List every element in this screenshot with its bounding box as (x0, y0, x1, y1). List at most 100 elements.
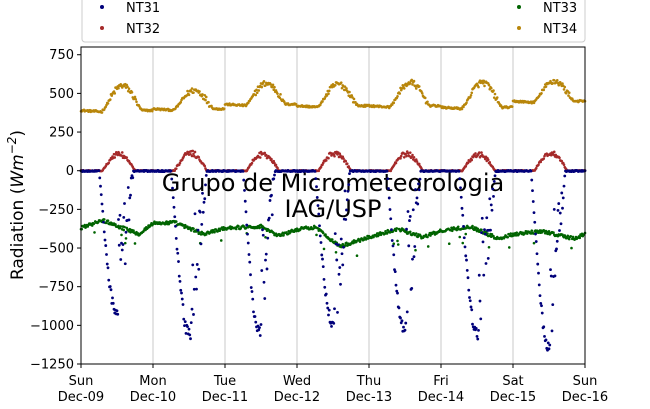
nt31-point (561, 206, 564, 210)
nt34-point (127, 87, 131, 91)
nt31-point (195, 287, 198, 291)
nt31-point (336, 311, 339, 314)
nt32-point (273, 161, 276, 165)
nt32-point (406, 151, 410, 155)
nt31-point (188, 333, 192, 337)
nt34-point (402, 87, 406, 90)
nt32-point (345, 162, 349, 165)
nt31-point (410, 287, 414, 290)
nt31-point (313, 169, 317, 173)
nt31-point (257, 328, 261, 332)
nt32-point (537, 163, 540, 167)
watermark-line-1: Grupo de Micrometeorologia (162, 169, 504, 197)
nt34-point (352, 97, 356, 101)
nt32-point (317, 169, 321, 173)
nt33-point (377, 233, 381, 237)
nt31-point (470, 308, 474, 312)
nt31-point (178, 280, 182, 283)
nt31-point (105, 253, 108, 256)
nt31-point (463, 245, 467, 249)
nt32-point (190, 154, 194, 158)
nt33-point (426, 245, 430, 248)
nt31-point (475, 335, 479, 338)
nt34-point (262, 80, 266, 83)
nt34-point (551, 81, 555, 85)
nt31-point (98, 176, 102, 180)
nt31-point (200, 223, 204, 226)
nt33-point (174, 220, 178, 223)
nt31-point (175, 247, 179, 251)
nt34-point (192, 91, 195, 94)
nt34-point (493, 92, 497, 96)
nt31-point (270, 213, 274, 217)
nt31-point (323, 285, 327, 289)
nt31-point (396, 291, 399, 295)
nt34-point (204, 98, 207, 102)
legend: NT31 NT32 NT33 NT34 (81, 0, 586, 43)
nt31-point (105, 262, 109, 266)
nt31-point (199, 242, 203, 246)
nt31-point (246, 232, 249, 236)
nt34-point (492, 96, 496, 99)
nt33-point (507, 232, 510, 236)
nt31-point (317, 212, 321, 216)
nt31-point (418, 177, 422, 181)
nt31-point (402, 325, 405, 329)
nt31-point (173, 215, 177, 219)
nt34-point (179, 100, 183, 104)
nt31-point (493, 174, 497, 178)
nt31-point (109, 288, 113, 292)
nt31-point (478, 299, 482, 303)
nt31-point (195, 263, 199, 266)
nt33-point (330, 238, 334, 241)
x-tick-date-7: Dec-16 (562, 390, 608, 405)
nt32-point (408, 151, 412, 154)
nt34-point (327, 92, 330, 96)
legend-label-nt31: NT31 (126, 1, 160, 16)
nt34-point (462, 105, 465, 109)
nt31-point (99, 184, 102, 188)
nt34-point (126, 85, 129, 89)
nt33-point (244, 226, 248, 230)
nt32-point (412, 156, 416, 159)
nt32-point (486, 158, 490, 162)
nt33-point (105, 221, 108, 225)
nt33-point (133, 242, 137, 245)
nt31-point (127, 218, 131, 222)
nt31-point (192, 313, 195, 316)
nt31-point (180, 291, 183, 295)
nt32-point (324, 159, 328, 162)
nt34-point (325, 94, 329, 97)
nt31-point (115, 309, 119, 313)
nt31-point (385, 169, 389, 173)
nt31-point (476, 337, 480, 341)
nt32-point (270, 157, 273, 161)
nt31-point (198, 210, 202, 214)
nt31-point (179, 288, 183, 292)
nt33-point (334, 250, 338, 254)
legend-marker-nt32 (100, 26, 104, 30)
nt33-point (414, 248, 417, 252)
legend-marker-nt34 (517, 26, 521, 30)
nt31-point (126, 186, 130, 189)
nt32-point (477, 151, 481, 154)
nt31-point (183, 324, 186, 328)
nt34-point (348, 90, 351, 94)
nt34-point (537, 94, 541, 98)
nt32-point (178, 161, 182, 165)
nt31-point (388, 208, 392, 211)
legend-marker-nt33 (517, 5, 521, 9)
nt31-point (186, 325, 189, 328)
nt33-point (132, 229, 135, 232)
nt31-point (322, 277, 326, 281)
nt31-point (333, 232, 337, 235)
nt33-point (120, 233, 123, 237)
nt34-point (260, 85, 264, 89)
nt31-point (338, 266, 342, 269)
nt31-point (540, 311, 544, 315)
nt31-point (489, 203, 493, 207)
nt33-point (324, 233, 327, 236)
nt31-point (465, 258, 468, 262)
nt31-point (123, 202, 126, 205)
nt32-point (113, 156, 117, 159)
